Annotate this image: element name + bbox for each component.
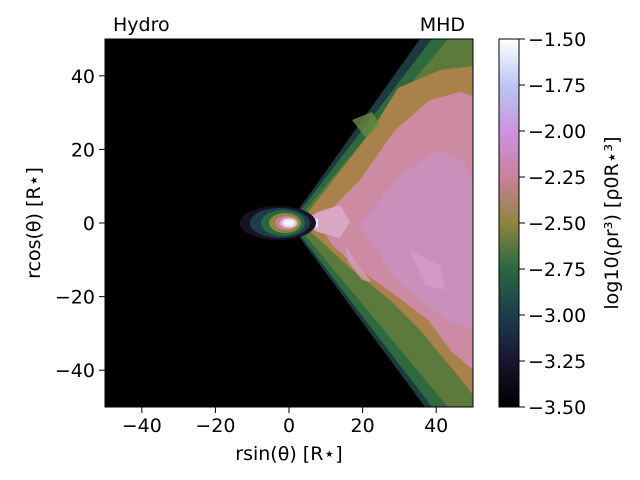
colorbar-tick-label: −3.25 <box>528 351 586 373</box>
y-tick-label: −20 <box>55 287 95 309</box>
heatmap <box>105 39 473 407</box>
x-tick-label: 20 <box>351 415 375 437</box>
y-axis-label: rcos(θ) [R⋆] <box>23 167 45 279</box>
y-tick-label: −40 <box>55 360 95 382</box>
y-tick-label: 0 <box>83 213 95 235</box>
colorbar-tick-label: −2.75 <box>528 259 586 281</box>
mhd-wedge <box>289 39 473 407</box>
x-tick-label: 40 <box>424 415 448 437</box>
colorbar-ticks: −1.50 −1.75 −2.00 −2.25 −2.50 −2.75 −3.00 −3.25… <box>519 29 586 419</box>
colorbar-gradient <box>498 38 520 408</box>
y-tick-label: 20 <box>71 139 95 161</box>
x-tick-label: −40 <box>122 415 162 437</box>
x-axis: −40 −20 0 20 40 <box>122 407 448 437</box>
colorbar-tick-label: −2.50 <box>528 213 586 235</box>
y-axis: −40 −20 0 20 40 <box>55 66 105 382</box>
x-axis-label: rsin(θ) [R⋆] <box>235 443 342 465</box>
panel-label-mhd: MHD <box>420 14 465 36</box>
y-tick-label: 40 <box>71 66 95 88</box>
colorbar-tick-label: −2.25 <box>528 167 586 189</box>
colorbar-tick-label: −3.50 <box>528 397 586 419</box>
colorbar-tick-label: −2.00 <box>528 121 586 143</box>
x-tick-label: −20 <box>195 415 235 437</box>
x-tick-label: 0 <box>283 415 295 437</box>
colorbar-tick-label: −3.00 <box>528 305 586 327</box>
panel-label-hydro: Hydro <box>113 14 170 36</box>
colorbar-tick-label: −1.50 <box>528 29 586 51</box>
hydro-disc <box>240 206 316 240</box>
colorbar-tick-label: −1.75 <box>528 75 586 97</box>
colorbar: −1.50 −1.75 −2.00 −2.25 −2.50 −2.75 −3.00 −3.25… <box>498 29 623 419</box>
colorbar-label: log10(ρr³) [ρ0R⋆³] <box>601 136 623 309</box>
